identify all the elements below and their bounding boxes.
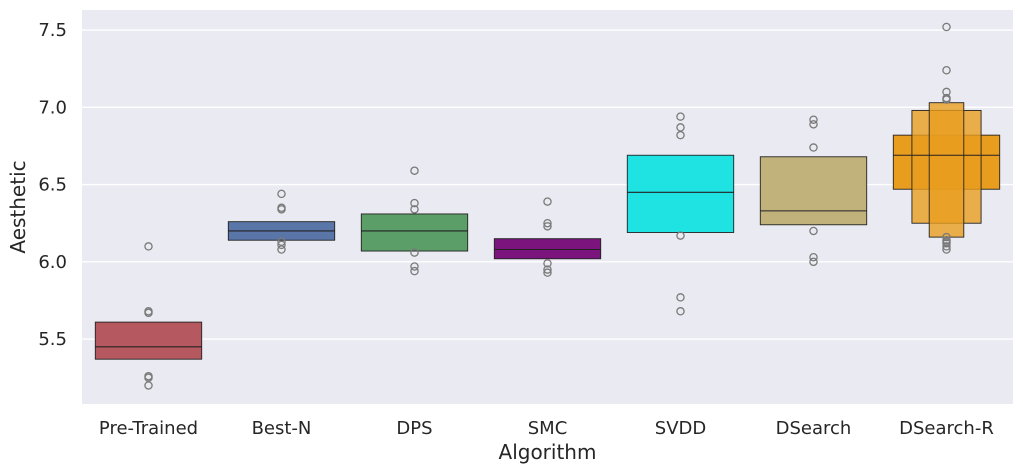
outlier-point [144,381,153,390]
outlier-point [809,252,818,262]
boxen-group [759,115,868,267]
outlier-point [676,307,685,316]
boxen-groups [94,22,1001,390]
outlier-point [676,293,685,302]
outlier-point [410,248,419,257]
box-level-inner [360,213,469,252]
outlier-point [942,242,951,251]
outlier-point [410,166,419,175]
outlier-point [809,120,818,129]
outlier-point [543,265,552,274]
outlier-point [410,205,419,214]
outlier-point [942,66,951,75]
x-tick-label: DSearch [776,418,852,439]
outlier-point [277,240,286,250]
y-tick-label: 5.5 [38,329,67,350]
x-tick-label: SMC [528,418,568,439]
y-axis-ticks: 5.5 6.0 6.5 7.0 7.5 [38,20,67,350]
outlier-point [277,205,286,214]
box-level-inner [94,321,203,360]
boxen-group [360,166,469,276]
outlier-point [277,189,286,199]
boxen-group [227,189,336,254]
outlier-point [144,242,153,251]
y-tick-label: 7.0 [38,97,67,118]
outlier-point [809,226,818,236]
outlier-point [676,112,685,121]
x-tick-label: DSearch-R [899,418,994,439]
box-level-inner [493,238,602,260]
boxen-group [94,242,203,390]
boxen-group [892,22,1001,254]
outlier-point [809,257,818,267]
outlier-point [543,259,552,268]
y-tick-label: 6.5 [38,175,67,196]
outlier-point [543,268,552,277]
y-tick-label: 6.0 [38,252,67,273]
outlier-point [942,95,951,104]
outlier-point [809,143,818,152]
x-tick-label: Best-N [252,418,312,439]
outlier-point [942,22,951,32]
outlier-point [809,115,818,124]
grid-lines [82,29,1013,340]
boxen-group [493,197,602,277]
box-level-inner [759,156,868,226]
outlier-point [543,197,552,206]
boxen-group [626,112,735,316]
outlier-point [144,308,153,318]
outlier-point [942,239,951,248]
outlier-point [543,218,552,228]
plot-area [82,10,1013,404]
outlier-point [410,266,419,276]
outlier-point [942,232,951,242]
outlier-point [942,245,951,254]
outlier-point [676,231,685,240]
x-tick-label: Pre-Trained [99,418,198,439]
x-tick-label: SVDD [655,418,706,439]
y-axis-label: Aesthetic [6,160,30,253]
box-level [928,102,965,238]
y-tick-label: 7.5 [38,20,67,41]
box-level-inner [626,154,735,233]
outlier-point [277,245,286,254]
outlier-point [410,262,419,271]
x-axis-ticks: Pre-Trained Best-N DPS SMC SVDD DSearch DSearc… [99,418,994,439]
outlier-point [676,130,685,140]
x-tick-label: DPS [396,418,432,439]
outlier-point [410,198,419,208]
outlier-point [543,222,552,231]
x-axis-label: Algorithm [499,440,597,464]
